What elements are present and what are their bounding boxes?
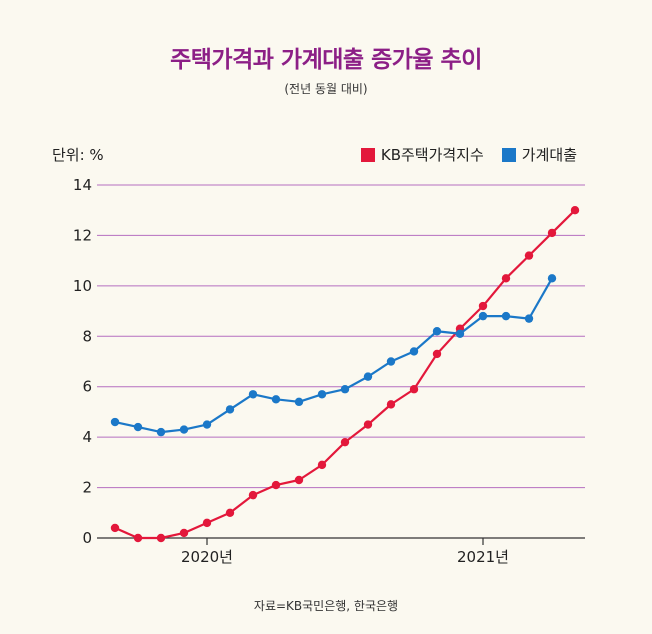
- data-point-loan: [363, 372, 373, 381]
- data-point-loan: [202, 420, 212, 429]
- legend: KB주택가격지수 가계대출: [360, 144, 577, 165]
- data-point-loan: [156, 427, 166, 437]
- y-tick-label: 0: [82, 529, 92, 547]
- legend-item-kb: KB주택가격지수: [360, 144, 484, 165]
- data-point-kb: [156, 533, 166, 543]
- data-point-loan: [524, 314, 534, 323]
- y-tick-label: 2: [82, 479, 92, 497]
- x-tick-label: 2021년: [457, 548, 509, 566]
- data-point-kb: [271, 480, 281, 490]
- unit-label: 단위: %: [52, 146, 104, 164]
- y-tick-label: 14: [73, 176, 92, 194]
- y-tick-label: 8: [82, 327, 92, 345]
- data-point-loan: [432, 327, 442, 336]
- data-point-loan: [455, 329, 465, 338]
- data-point-loan: [340, 385, 350, 394]
- data-point-loan: [501, 311, 511, 321]
- data-point-kb: [133, 533, 143, 543]
- y-tick-label: 4: [82, 428, 92, 446]
- legend-label-loan: 가계대출: [521, 146, 577, 164]
- x-tick-label: 2020년: [181, 548, 233, 566]
- data-point-loan: [225, 405, 235, 414]
- y-tick-label: 12: [73, 226, 92, 244]
- data-point-kb: [317, 460, 327, 470]
- legend-item-loan: 가계대출: [501, 144, 577, 165]
- data-point-kb: [524, 251, 534, 260]
- legend-swatch-loan: [501, 147, 516, 162]
- source-note: 자료=KB국민은행, 한국은행: [253, 599, 399, 613]
- data-point-kb: [547, 228, 557, 238]
- y-tick-label: 10: [73, 277, 92, 295]
- data-point-kb: [432, 349, 442, 359]
- data-point-kb: [409, 385, 419, 394]
- data-point-kb: [248, 490, 258, 500]
- data-point-kb: [570, 206, 580, 215]
- data-point-kb: [179, 528, 189, 538]
- series-line-kb: [114, 209, 576, 540]
- data-point-loan: [294, 397, 304, 407]
- data-point-loan: [478, 311, 488, 321]
- data-point-kb: [363, 420, 373, 429]
- data-point-loan: [386, 357, 396, 366]
- data-point-kb: [501, 274, 511, 283]
- data-point-kb: [386, 400, 396, 409]
- data-point-kb: [225, 508, 235, 517]
- data-point-loan: [248, 390, 258, 399]
- chart-subtitle: (전년 동월 대비): [284, 82, 368, 96]
- legend-label-kb: KB주택가격지수: [380, 146, 484, 164]
- data-point-kb: [294, 475, 304, 485]
- data-point-kb: [478, 301, 488, 311]
- data-point-loan: [271, 395, 281, 404]
- data-point-loan: [547, 274, 557, 283]
- data-point-loan: [317, 390, 327, 399]
- y-tick-label: 6: [82, 378, 92, 396]
- data-point-loan: [133, 422, 143, 432]
- legend-swatch-kb: [360, 147, 375, 162]
- data-point-kb: [110, 523, 120, 533]
- chart-title: 주택가격과 가계대출 증가율 추이: [170, 47, 482, 73]
- data-point-loan: [110, 417, 120, 427]
- data-point-loan: [409, 347, 419, 356]
- data-point-kb: [202, 518, 212, 528]
- data-point-kb: [340, 437, 350, 447]
- data-point-loan: [179, 425, 189, 434]
